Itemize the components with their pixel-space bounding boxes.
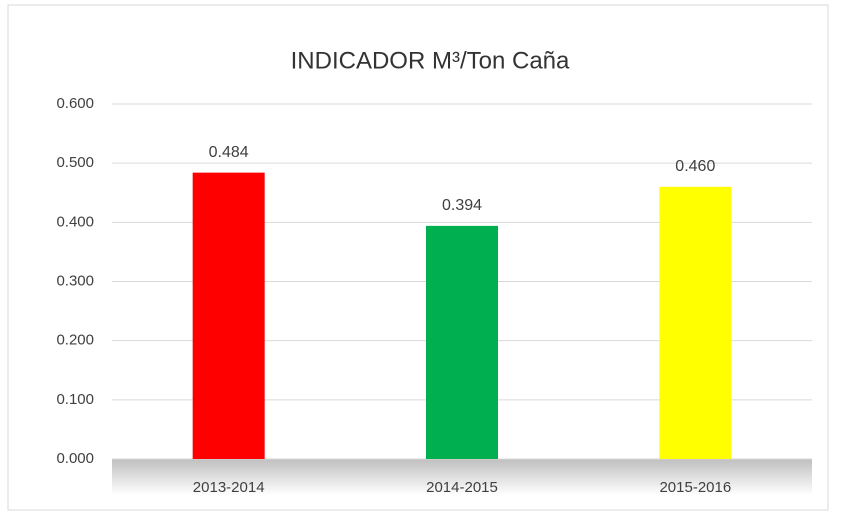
y-tick-label: 0.100 (56, 391, 94, 408)
floor-shadow (112, 459, 812, 495)
data-label: 0.484 (209, 144, 249, 161)
x-tick-label: 2014-2015 (426, 479, 498, 496)
data-label: 0.394 (442, 197, 482, 214)
y-tick-label: 0.300 (56, 272, 94, 289)
bar (192, 172, 265, 459)
data-label: 0.460 (675, 158, 715, 175)
x-tick-label: 2013-2014 (193, 479, 265, 496)
x-tick-label: 2015-2016 (659, 479, 731, 496)
bar (426, 225, 498, 459)
y-tick-label: 0.000 (56, 450, 94, 467)
bar (659, 186, 732, 460)
y-tick-label: 0.200 (56, 332, 94, 349)
y-tick-label: 0.500 (56, 154, 94, 171)
y-tick-label: 0.400 (56, 213, 94, 230)
y-tick-label: 0.600 (56, 95, 94, 112)
chart-title: INDICADOR M³/Ton Caña (291, 47, 570, 74)
